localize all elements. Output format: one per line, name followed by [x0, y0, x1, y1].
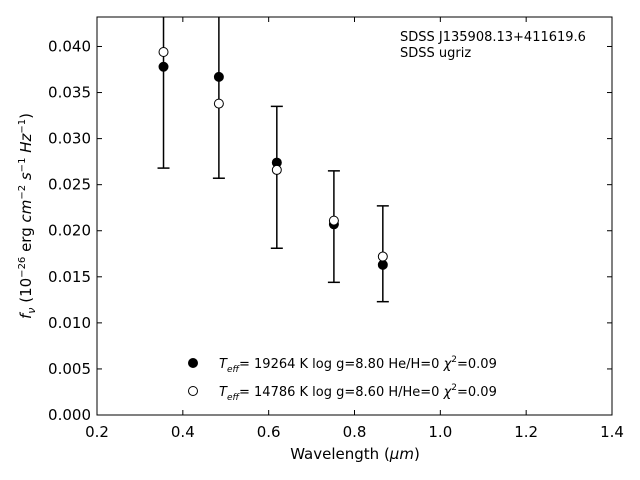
- data-point-open: [213, 98, 224, 109]
- data-point-open: [377, 251, 388, 262]
- data-point-open: [271, 164, 282, 175]
- legend: Teff= 19264 K log g=8.80 He/H=0 χ2=0.09 …: [188, 355, 497, 403]
- data-point-open: [328, 215, 339, 226]
- data-point-filled: [377, 259, 388, 270]
- axis-ticks: [96, 17, 613, 416]
- y-tick-label: 0.040: [48, 37, 91, 55]
- x-tick-label: 1.0: [428, 423, 452, 441]
- y-tick-label: 0.015: [48, 268, 91, 286]
- y-tick-label: 0.005: [48, 360, 91, 378]
- plot-frame: [96, 16, 613, 416]
- x-tick-label: 0.8: [343, 423, 367, 441]
- y-axis-title: fν (10−26 erg cm−2 s−1 Hz−1): [17, 113, 38, 319]
- legend-label-open: Teff= 14786 K log g=8.60 H/He=0 χ2=0.09: [219, 383, 497, 403]
- y-tick-label: 0.030: [48, 130, 91, 148]
- legend-marker-open: [188, 386, 198, 396]
- annotation-filter-set: SDSS ugriz: [400, 46, 471, 61]
- data-point-open: [158, 47, 169, 58]
- annotation-object-name: SDSS J135908.13+411619.6: [400, 30, 586, 45]
- y-tick-label: 0.025: [48, 176, 91, 194]
- y-tick-label: 0.035: [48, 84, 91, 102]
- x-axis-title: Wavelength (μm): [290, 445, 420, 463]
- x-tick-label: 1.4: [600, 423, 624, 441]
- legend-label-filled: Teff= 19264 K log g=8.80 He/H=0 χ2=0.09: [219, 355, 497, 375]
- y-tick-labels: 0.000 0.005 0.010 0.015 0.020 0.025 0.030 0.035…: [48, 37, 91, 424]
- x-tick-label: 0.4: [171, 423, 195, 441]
- data-point-filled: [158, 61, 169, 72]
- x-tick-label: 0.6: [257, 423, 281, 441]
- y-tick-label: 0.000: [48, 406, 91, 424]
- y-tick-label: 0.020: [48, 222, 91, 240]
- x-tick-labels: 0.2 0.4 0.6 0.8 1.0 1.2 1.4: [85, 423, 624, 441]
- x-tick-label: 1.2: [514, 423, 538, 441]
- data-points: [158, 47, 388, 270]
- legend-marker-filled: [188, 358, 198, 368]
- x-tick-label: 0.2: [85, 423, 109, 441]
- data-point-filled: [213, 71, 224, 82]
- y-tick-label: 0.010: [48, 314, 91, 332]
